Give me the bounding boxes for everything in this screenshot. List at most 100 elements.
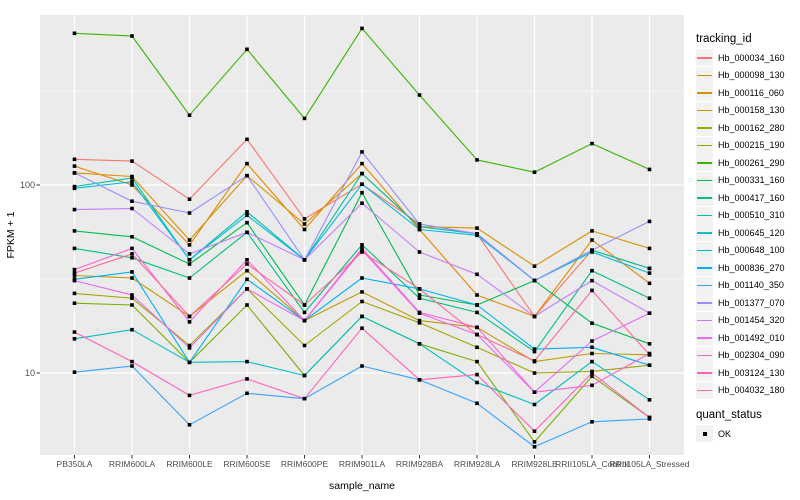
data-point [187,343,192,348]
legend-item-Hb_000510_310: Hb_000510_310 [696,206,800,225]
data-point [417,310,422,315]
data-point [532,264,537,268]
data-point [417,293,422,297]
data-point [130,176,134,180]
data-point [72,171,77,175]
data-point [187,262,192,266]
data-point [417,227,422,232]
data-point [72,278,77,283]
data-point [647,353,652,357]
data-point [245,359,249,364]
data-point [360,299,364,304]
legend-item-Hb_001492_010: Hb_001492_010 [696,329,800,347]
data-point [187,211,192,215]
data-point [302,310,307,315]
data-point [245,258,249,262]
data-point [72,271,77,275]
data-point [72,337,77,341]
data-point [302,217,307,221]
legend-label: Hb_000215_190 [718,140,785,151]
legend-key-line-icon [696,364,713,382]
data-point [475,325,479,330]
data-point [475,310,479,315]
data-point [590,141,594,146]
y-tick-label: 10 [25,368,35,378]
data-point [590,383,594,388]
legend-key-color-line [697,389,712,392]
data-point [187,258,192,262]
data-point [475,293,479,297]
data-point [245,391,249,396]
legend-key-color-line [697,127,712,129]
data-point [532,371,537,375]
legend-label: Hb_000331_160 [718,175,785,186]
data-point [590,248,594,252]
data-point [187,346,192,350]
x-tick-label: RRIM928LE [511,459,558,469]
data-point [532,390,537,394]
data-point [647,266,652,271]
data-point [187,243,192,247]
legend-label: Hb_002304_090 [718,350,785,361]
data-point [72,207,77,212]
data-point [72,157,77,162]
legend-key-line-icon [696,381,713,399]
data-point [475,380,479,385]
data-point [647,271,652,275]
data-point [647,219,652,224]
legend-label: Hb_001492_010 [718,332,785,343]
data-point [417,222,422,226]
data-point [360,314,364,319]
legend-label: OK [718,428,732,439]
data-point [590,278,594,283]
legend-item-Hb_004032_180: Hb_004032_180 [696,381,800,400]
legend-key-color-line [697,214,712,217]
legend-item-Hb_001377_070: Hb_001377_070 [696,294,800,312]
data-point [302,258,307,262]
legend-label: Hb_001140_350 [718,280,784,291]
legend-key-line-icon [696,241,713,259]
data-point [360,364,364,368]
legend-label: Hb_000034_160 [718,52,785,63]
y-tick-label: 100 [20,180,35,190]
legend-key-line-icon [696,136,713,154]
data-point [187,197,192,201]
legend-key-line-icon [696,224,713,242]
data-point [187,113,192,117]
data-point [590,288,594,293]
data-point [590,268,594,273]
data-point [245,210,249,214]
legend-key-line-icon [696,311,713,329]
legend-label: Hb_001454_320 [718,315,785,326]
data-point [187,314,192,319]
data-point [647,415,652,420]
legend-label: Hb_000417_160 [718,192,785,203]
data-point [360,250,364,254]
legend-item-Hb_000098_130: Hb_000098_130 [696,66,800,85]
data-point [590,238,594,242]
data-point [245,230,249,235]
data-point [72,370,77,374]
data-point [647,363,652,367]
data-point [360,26,364,31]
legend-item-Hb_000116_060: Hb_000116_060 [696,84,800,102]
legend-label: Hb_000116_060 [718,87,784,98]
legend-item-Hb_001140_350: Hb_001140_350 [696,276,800,295]
legend-item-Hb_002304_090: Hb_002304_090 [696,346,800,365]
data-point [532,429,537,433]
legend-item-Hb_000261_290: Hb_000261_290 [696,154,800,172]
data-point [130,159,134,163]
data-point [417,296,422,300]
legend-label: Hb_003124_130 [718,367,785,378]
x-tick-label: RRIM600SE [223,459,271,469]
data-point [130,235,134,239]
data-point [302,222,307,226]
legend-key-color-line [697,162,712,164]
data-point [302,373,307,378]
data-point [590,351,594,356]
data-point [647,281,652,286]
data-point [130,246,134,251]
legend-key-line-icon [696,171,713,189]
data-point [187,276,192,280]
x-tick-label: RRII105LA_Stressed [610,459,690,469]
